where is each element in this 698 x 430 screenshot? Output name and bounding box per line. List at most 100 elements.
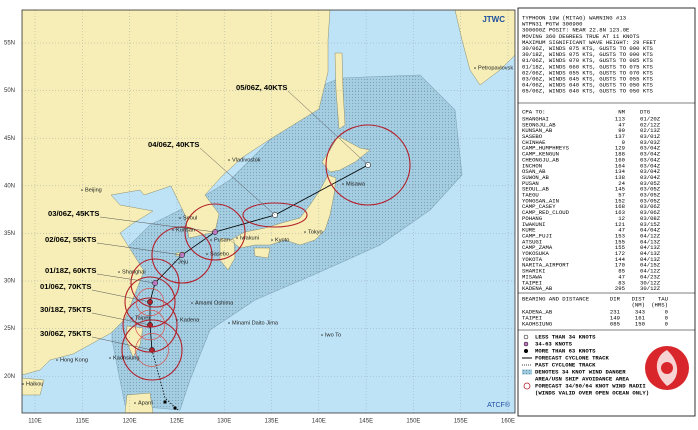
wind-radius — [121, 319, 183, 381]
cpa-cell: 02/13Z — [640, 127, 661, 134]
place-dot — [22, 383, 24, 385]
map — [22, 10, 515, 413]
place-label: Amami Oshima — [195, 300, 234, 306]
place-label: Hong Kong — [60, 357, 88, 363]
cpa-cell: SEOUL_AB — [522, 186, 549, 193]
lat-label: 25N — [4, 326, 15, 332]
warning-line: MOVING 360 DEGREES TRUE AT 11 KNOTS — [522, 33, 640, 40]
cpa-cell: CAMP_RED_CLOUD — [522, 209, 570, 216]
cpa-cell: TAIPEI — [522, 279, 542, 286]
cpa-cell: 138 — [615, 174, 625, 181]
cpa-cell: OSAN_AB — [522, 168, 546, 175]
cpa-cell: CHINHAE — [522, 139, 546, 146]
cpa-cell: 04/04Z — [640, 227, 661, 234]
legend-label: PAST CYCLONE TRACK — [535, 361, 596, 368]
cpa-cell: 03/04Z — [640, 162, 661, 169]
place-label: Kadena — [180, 317, 200, 323]
cpa-cell: 155 — [615, 238, 625, 245]
cpa-cell: 03/06Z — [640, 209, 661, 216]
cpa-cell: 172 — [615, 250, 625, 257]
cpa-cell: KADENA_AB — [522, 285, 553, 292]
lat-label: 30N — [4, 279, 15, 285]
cpa-cell: 9 — [622, 139, 625, 146]
cpa-cell: CAMP_CASEY — [522, 203, 556, 210]
credit: ATCF® — [487, 401, 511, 409]
lat-label: 45N — [4, 136, 15, 142]
place-dot — [321, 334, 323, 336]
cpa-cell: 03/04Z — [640, 168, 661, 175]
place-label: Vladivostok — [232, 157, 261, 163]
place-dot — [176, 319, 178, 321]
legend-label: MORE THAN 63 KNOTS — [535, 347, 596, 354]
cpa-cell: 163 — [615, 209, 625, 216]
warning-line: TYPHOON 19W (MITAG) WARNING #13 — [522, 14, 626, 21]
lat-label: 20N — [4, 374, 15, 380]
place-dot — [206, 253, 208, 255]
wind-radius — [124, 276, 176, 328]
wind-radius — [325, 124, 411, 206]
cpa-cell: 04/12Z — [640, 268, 661, 275]
cpa-cell: INCHON — [522, 162, 542, 169]
cpa-cell: 02/12Z — [640, 121, 661, 128]
leader-line — [96, 273, 156, 284]
warning-line: 03/06Z, WINDS 045 KTS, GUSTS TO 055 KTS — [522, 75, 654, 82]
cpa-cell: NARITA_AIRPORT — [522, 262, 570, 269]
place-label: Kyoto — [275, 237, 289, 243]
cpa-cell: 03/04Z — [640, 145, 661, 152]
cpa-cell: 90 — [618, 127, 625, 134]
legend-item: DENOTES 34 KNOT WIND DANGER — [522, 368, 626, 375]
place-dot — [191, 302, 193, 304]
legend-item: 34-63 KNOTS — [523, 340, 573, 347]
legend-icon — [523, 334, 529, 340]
place-dot — [131, 317, 133, 319]
cpa-cell: 04/13Z — [640, 256, 661, 263]
cpa-cell: 24 — [618, 180, 625, 187]
cpa-cell: 03/05Z — [640, 186, 661, 193]
legend-item: PAST CYCLONE TRACK — [522, 361, 596, 368]
lon-label: 145E — [359, 419, 373, 425]
place-dot — [210, 239, 212, 241]
leader-line — [199, 147, 276, 216]
cpa-cell: 04/13Z — [640, 244, 661, 251]
bearing-cell: 343 — [635, 308, 645, 315]
cpa-cell: CHEONGJU_AB — [522, 156, 560, 163]
bearing-cell: TAIPEI — [522, 314, 542, 321]
lon-label: 150E — [406, 419, 420, 425]
lon-label: 130E — [217, 419, 231, 425]
cpa-header: CPA TO: — [522, 108, 546, 115]
cpa-cell: SHANGHAI — [522, 115, 549, 122]
legend-item: AREA/USN SHIP AVOIDANCE AREA — [535, 375, 630, 382]
lat-label: 40N — [4, 183, 15, 189]
place-label: Tokyo — [308, 229, 323, 235]
danger-area — [111, 74, 463, 411]
place-label: Petropavlovsk — [478, 65, 513, 71]
cpa-cell: 03/08Z — [640, 215, 661, 222]
place-label: Shanghai — [122, 269, 146, 275]
wind-radius — [184, 203, 246, 261]
place-dot — [474, 67, 476, 69]
legend-icon — [522, 369, 532, 375]
place-dot — [109, 357, 111, 359]
place-label: Misawa — [346, 181, 366, 187]
bearing-unit: (NM) — [632, 301, 645, 308]
warning-line: 04/06Z, WINDS 040 KTS, GUSTS TO 050 KTS — [522, 82, 654, 89]
lat-label: 55N — [4, 41, 15, 47]
cpa-cell: 145 — [615, 186, 625, 193]
legend-label: (WINDS VALID OVER OPEN OCEAN ONLY) — [535, 389, 649, 396]
legend-label: DENOTES 34 KNOT WIND DANGER — [535, 368, 626, 375]
cpa-cell: 04/12Z — [640, 232, 661, 239]
cpa-cell: 30/12Z — [640, 285, 661, 292]
forecast-label: 03/06Z, 45KTS — [48, 209, 100, 218]
cpa-cell: CAMP_FUJI — [522, 232, 552, 239]
place-dot — [81, 189, 83, 191]
wind-radius — [151, 226, 213, 284]
place-dot — [342, 183, 344, 185]
place-dot — [174, 261, 176, 263]
cpa-header: NM — [618, 108, 625, 115]
warning-line: 05/06Z, WINDS 040 KTS, GUSTS TO 050 KTS — [522, 88, 654, 95]
forecast-label: 30/18Z, 75KTS — [40, 305, 92, 314]
legend-label: FORECAST 34/50/64 KNOT WIND RADII — [535, 382, 646, 389]
place-label: Aparri — [138, 400, 153, 406]
cpa-cell: 170 — [615, 262, 626, 269]
